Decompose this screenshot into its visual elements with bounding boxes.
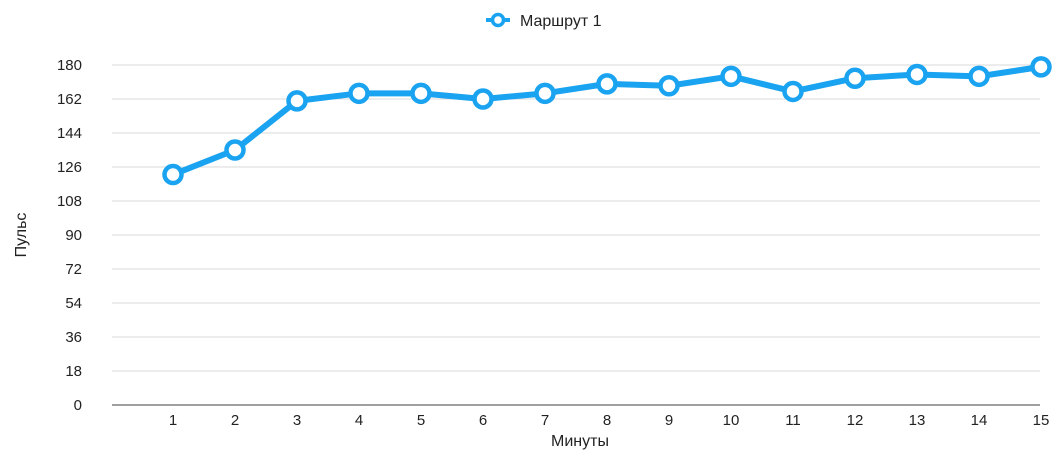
- data-point: [410, 82, 432, 105]
- x-tick-label: 6: [479, 412, 487, 429]
- data-point: [224, 139, 246, 161]
- y-tick-label: 90: [65, 227, 82, 244]
- x-tick-label: 3: [293, 412, 301, 429]
- y-tick-label: 162: [57, 91, 82, 108]
- x-axis-tick-labels: 1 2 3 4 5 6 7 8 9 10 11 12 13 14 15: [169, 412, 1050, 429]
- series-points-route-1: [162, 56, 1052, 186]
- x-tick-label: 9: [665, 412, 673, 429]
- x-tick-label: 14: [971, 412, 988, 429]
- x-tick-label: 8: [603, 412, 611, 429]
- x-tick-label: 15: [1033, 412, 1050, 429]
- y-tick-label: 126: [57, 159, 82, 176]
- data-point: [534, 82, 556, 105]
- y-tick-label: 72: [65, 261, 82, 278]
- x-tick-label: 12: [847, 412, 864, 429]
- x-tick-label: 10: [723, 412, 740, 429]
- y-tick-label: 18: [65, 363, 82, 380]
- data-point: [844, 67, 866, 89]
- legend: Маршрут 1: [486, 12, 602, 30]
- y-tick-label: 144: [57, 125, 82, 142]
- x-tick-label: 7: [541, 412, 549, 429]
- gridlines: [112, 64, 1040, 372]
- data-point: [162, 163, 184, 186]
- x-tick-label: 5: [417, 412, 425, 429]
- y-axis-title: Пульс: [13, 213, 30, 258]
- x-tick-label: 2: [231, 412, 239, 429]
- data-point: [1030, 56, 1052, 78]
- x-tick-label: 1: [169, 412, 177, 429]
- data-point: [782, 80, 804, 103]
- data-point: [348, 82, 370, 105]
- y-tick-label: 54: [65, 295, 82, 312]
- y-tick-label: 0: [74, 397, 82, 414]
- x-tick-label: 13: [909, 412, 926, 429]
- legend-marker-route-1: [490, 12, 506, 28]
- data-point: [658, 75, 680, 97]
- y-axis-tick-labels: 0 18 36 54 72 90 108 126 144 162 180: [57, 57, 82, 414]
- x-axis-title: Минуты: [551, 433, 609, 450]
- legend-label-route-1: Маршрут 1: [520, 13, 602, 30]
- y-tick-label: 36: [65, 329, 82, 346]
- data-point: [286, 90, 308, 112]
- data-point: [472, 88, 494, 110]
- y-tick-label: 180: [57, 57, 82, 74]
- y-tick-label: 108: [57, 193, 82, 210]
- data-point: [906, 63, 928, 86]
- x-tick-label: 4: [355, 412, 363, 429]
- data-point: [596, 73, 618, 95]
- data-point: [720, 65, 742, 88]
- data-point: [968, 65, 990, 88]
- x-tick-label: 11: [785, 412, 801, 429]
